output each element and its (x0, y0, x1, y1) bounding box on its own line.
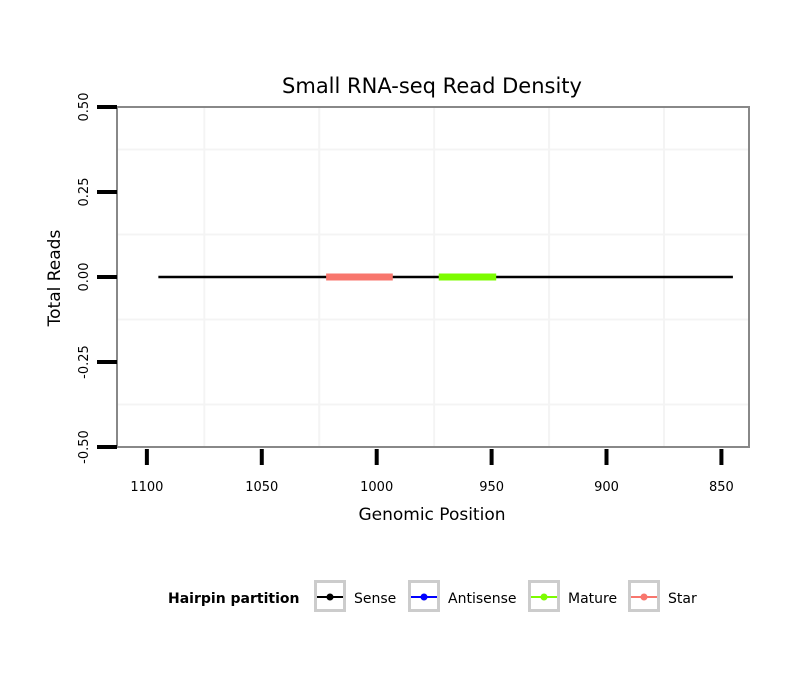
y-tick-label: -0.50 (77, 430, 92, 464)
x-axis: 1100 1050 1000 950 900 850 (130, 449, 734, 495)
legend-label: Star (668, 591, 697, 607)
x-axis-title: Genomic Position (358, 505, 505, 525)
y-tick-label: -0.25 (77, 345, 92, 379)
x-tick-label: 850 (709, 480, 734, 495)
legend-item-mature: Mature (528, 580, 617, 612)
legend-label: Mature (568, 591, 617, 607)
legend-label: Antisense (448, 591, 517, 607)
x-tick-label: 1100 (130, 480, 163, 495)
legend-item-antisense: Antisense (408, 580, 517, 612)
y-axis: 0.50 0.25 0.00 -0.25 -0.50 (77, 93, 117, 464)
legend-key-point (326, 593, 334, 601)
x-tick-label: 900 (594, 480, 619, 495)
legend-item-star: Star (628, 580, 697, 612)
x-tick-label: 950 (479, 480, 504, 495)
x-tick-label: 1050 (245, 480, 278, 495)
x-tick-label: 1000 (360, 480, 393, 495)
legend-key-point (540, 593, 548, 601)
legend: Hairpin partition Sense Antisense Mature St… (168, 580, 697, 612)
y-tick-label: 0.25 (77, 178, 92, 207)
y-tick-label: 0.00 (77, 263, 92, 292)
legend-title: Hairpin partition (168, 591, 299, 607)
y-tick-label: 0.50 (77, 93, 92, 122)
legend-key-point (420, 593, 428, 601)
legend-label: Sense (354, 591, 396, 607)
y-axis-title: Total Reads (45, 230, 65, 328)
legend-key-point (640, 593, 648, 601)
chart-title: Small RNA-seq Read Density (282, 74, 582, 98)
legend-item-sense: Sense (314, 580, 396, 612)
